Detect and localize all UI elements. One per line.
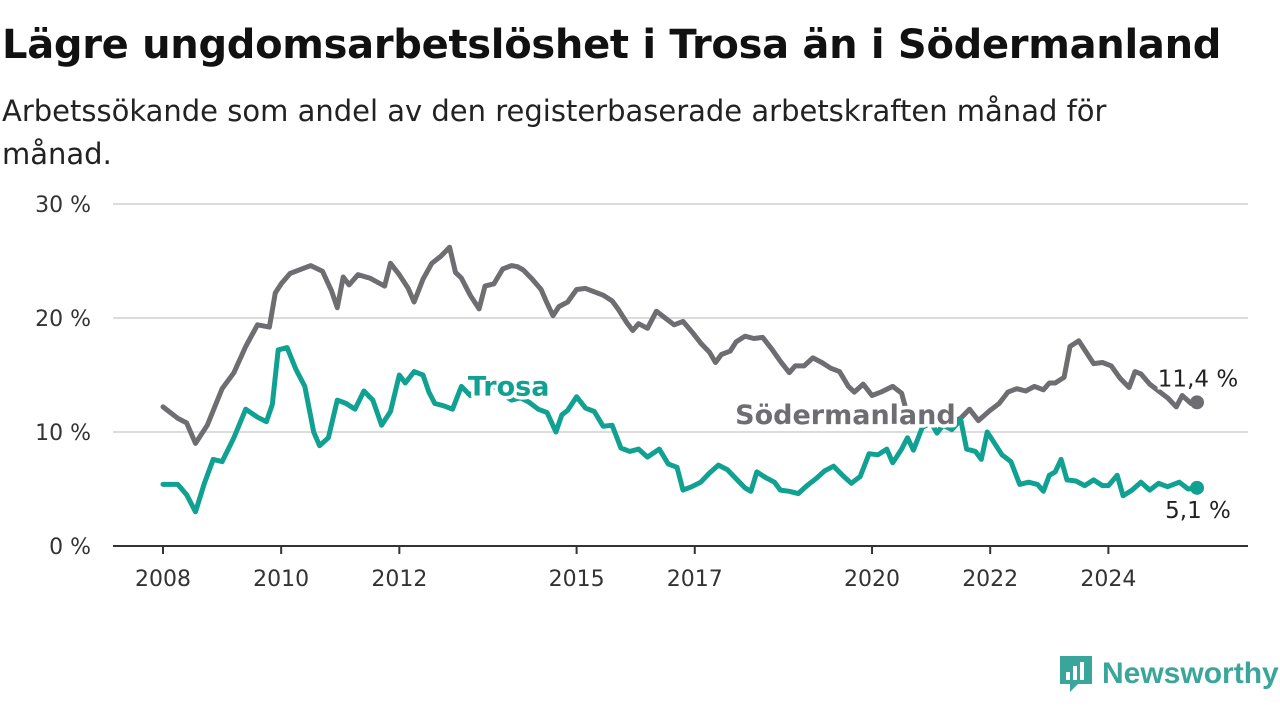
newsworthy-brand: Newsworthy <box>1058 654 1279 694</box>
series-line-trosa <box>160 345 1200 515</box>
x-tick-label: 2010 <box>253 567 309 592</box>
series-label-södermanland: Södermanland <box>735 400 956 431</box>
x-tick-label: 2008 <box>135 567 191 592</box>
end-point-södermanland <box>1190 395 1204 410</box>
series-line-södermanland <box>160 244 1200 446</box>
line-chart: 0 % 10 % 20 % 30 % 2008 2010 2012 2015 2017 2020… <box>35 193 1248 592</box>
chart-subtitle: Arbetssökande som andel av den registerb… <box>2 94 1107 171</box>
y-tick-label: 20 % <box>35 307 91 332</box>
x-tick-label: 2017 <box>667 567 723 592</box>
end-point-trosa <box>1190 480 1204 495</box>
end-value-label-trosa: 5,1 % <box>1165 498 1231 524</box>
brand-name: Newsworthy <box>1102 657 1279 690</box>
y-axis-ticks: 0 % 10 % 20 % 30 % <box>35 193 91 560</box>
series-lines <box>160 244 1204 515</box>
x-tick-label: 2024 <box>1080 567 1136 592</box>
y-tick-label: 30 % <box>35 193 91 218</box>
x-tick-label: 2020 <box>844 567 900 592</box>
x-axis: 2008 2010 2012 2015 2017 2020 2022 2024 <box>113 545 1248 592</box>
y-tick-label: 10 % <box>35 421 91 446</box>
gridlines <box>113 203 1248 433</box>
chart-title: Lägre ungdomsarbetslöshet i Trosa än i S… <box>2 22 1222 68</box>
x-tick-label: 2015 <box>549 567 605 592</box>
x-tick-label: 2022 <box>962 567 1018 592</box>
y-tick-label: 0 % <box>49 535 91 560</box>
series-labels: Trosa Södermanland 11,4 % 5,1 % <box>464 363 1241 527</box>
x-tick-label: 2012 <box>371 567 427 592</box>
end-value-label-södermanland: 11,4 % <box>1158 366 1238 392</box>
series-label-trosa: Trosa <box>468 372 550 403</box>
newsworthy-logo-icon <box>1060 656 1092 692</box>
